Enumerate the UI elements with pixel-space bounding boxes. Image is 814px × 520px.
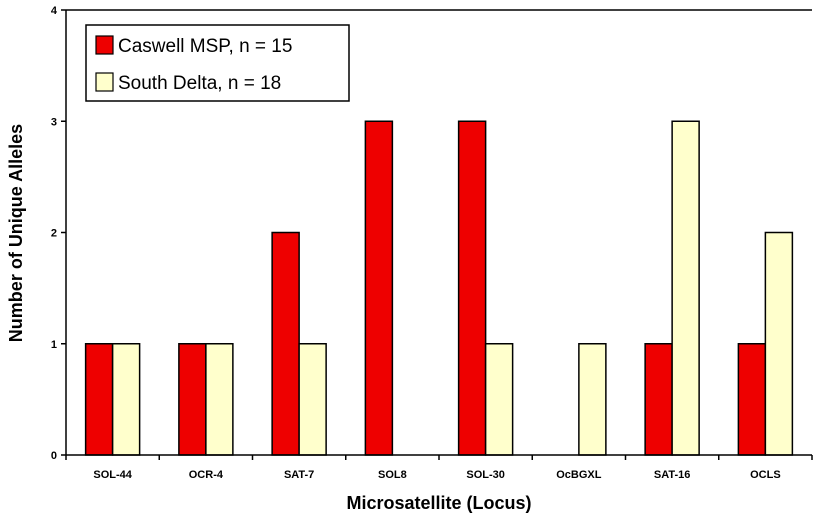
x-tick-label: SAT-16 [654, 469, 690, 481]
x-tick-label: SOL-30 [466, 469, 505, 481]
bar-sat-16-series-1 [671, 120, 700, 456]
x-tick-label: SAT-7 [284, 469, 314, 481]
bar-sat-7-series-1 [298, 343, 327, 456]
y-tick-label: 2 [51, 228, 57, 240]
y-tick-label: 0 [51, 450, 57, 462]
x-tick-label: SOL8 [378, 469, 407, 481]
bar-ocbgxl-series-1 [578, 343, 607, 456]
x-tick-label: SOL-44 [93, 469, 132, 481]
legend-label-south-delta: South Delta, n = 18 [118, 73, 281, 94]
bar-sat-16-series-0 [644, 343, 673, 456]
x-tick-label: OCR-4 [189, 469, 224, 481]
bar-sol-44-series-0 [84, 343, 114, 456]
legend-label-caswell: Caswell MSP, n = 15 [118, 36, 292, 57]
bar-sol8-series-0 [364, 120, 394, 456]
bars-group [84, 120, 794, 456]
bar-sol-30-series-0 [457, 120, 487, 456]
x-tick-label: OcBGXL [556, 469, 602, 481]
y-tick-label: 4 [51, 5, 58, 17]
y-axis-title: Number of Unique Alleles [6, 124, 26, 342]
y-ticks-group: 0 1 2 3 4 [51, 5, 66, 462]
x-ticks-group: SOL-44 OCR-4 SAT-7 SOL8 SOL-30 OcBGXL SAT-16 OC… [65, 455, 813, 481]
legend: Caswell MSP, n = 15 South Delta, n = 18 [85, 24, 350, 102]
bar-sol-44-series-1 [111, 343, 141, 456]
legend-box [85, 24, 350, 102]
bar-ocr-4-series-1 [205, 343, 234, 456]
bar-sol-30-series-1 [484, 343, 514, 456]
y-tick-label: 3 [51, 116, 57, 128]
x-tick-label: OCLS [750, 469, 781, 481]
x-axis-title: Microsatellite (Locus) [346, 493, 531, 513]
bar-sat-7-series-0 [271, 231, 300, 456]
bar-ocls-series-1 [764, 231, 794, 456]
y-tick-label: 1 [51, 339, 57, 351]
bar-ocr-4-series-0 [178, 343, 207, 456]
bar-ocls-series-0 [737, 343, 767, 456]
legend-swatch-south-delta [95, 72, 114, 92]
legend-swatch-caswell [95, 35, 114, 55]
